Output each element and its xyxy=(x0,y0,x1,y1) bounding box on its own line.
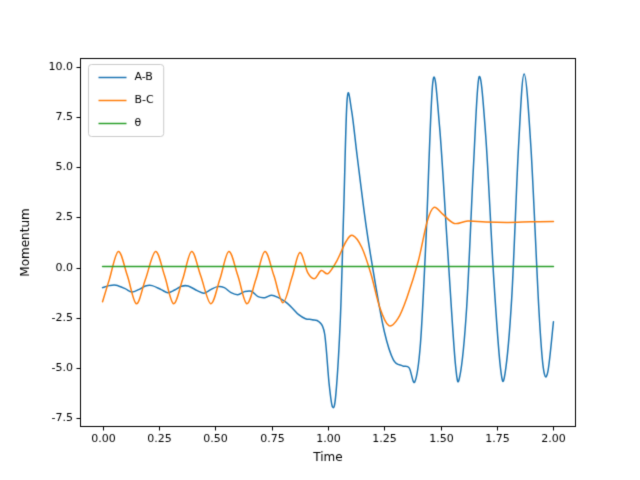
figure xyxy=(0,0,640,480)
momentum-vs-time-chart xyxy=(0,0,640,480)
